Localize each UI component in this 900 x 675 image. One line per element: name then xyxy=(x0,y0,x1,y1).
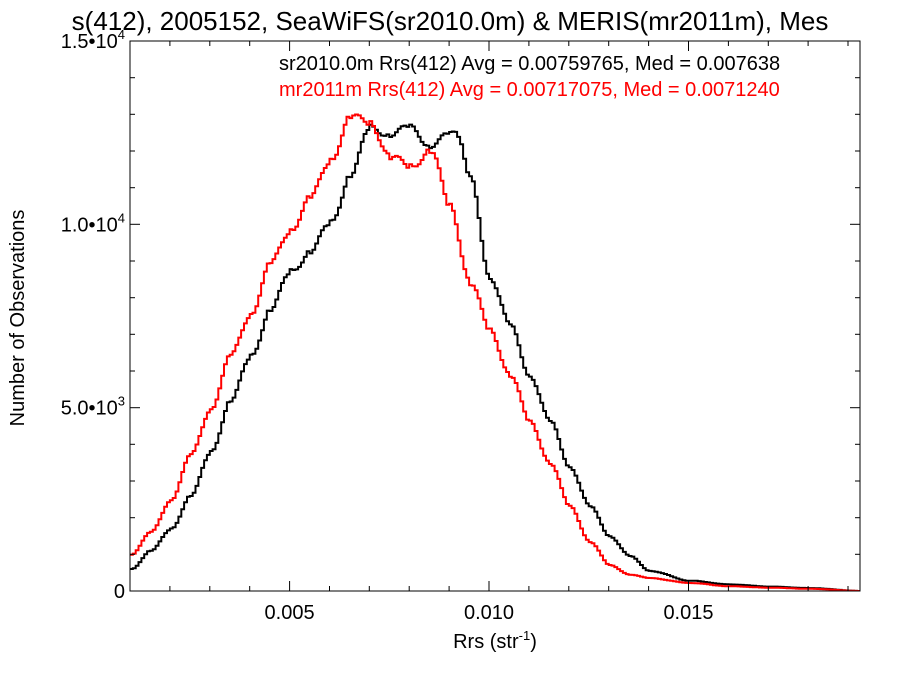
x-tick-label: 0.015 xyxy=(663,602,713,624)
y-tick-label: 0 xyxy=(114,581,125,603)
y-tick-label: 5.0•103 xyxy=(61,394,125,420)
chart-title: s(412), 2005152, SeaWiFS(sr2010.0m) & ME… xyxy=(72,6,829,36)
y-tick-label: 1.0•104 xyxy=(61,210,125,236)
x-tick-label: 0.005 xyxy=(265,602,315,624)
y-tick-label: 1.5•104 xyxy=(61,27,125,53)
x-tick-label: 0.010 xyxy=(464,602,514,624)
x-axis-label: Rrs (str-1) xyxy=(453,628,537,653)
legend-entry-1: mr2011m Rrs(412) Avg = 0.00717075, Med =… xyxy=(279,79,780,101)
y-axis-label: Number of Observations xyxy=(7,210,29,427)
legend-entry-0: sr2010.0m Rrs(412) Avg = 0.00759765, Med… xyxy=(279,53,780,75)
series-line-0 xyxy=(130,123,860,591)
plot-frame xyxy=(129,40,861,592)
series-line-1 xyxy=(130,113,860,591)
